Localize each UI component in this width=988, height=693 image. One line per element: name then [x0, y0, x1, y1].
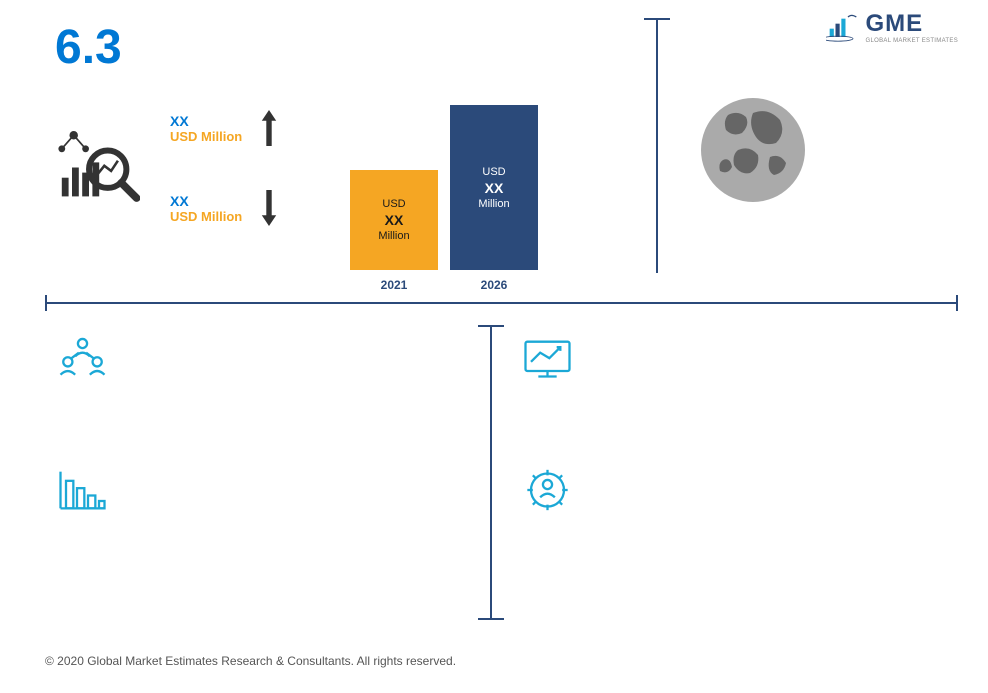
metric-up: XX USD Million — [170, 108, 278, 148]
logo-subtitle: GLOBAL MARKET ESTIMATES — [866, 38, 958, 44]
divider-mid-vertical — [490, 325, 492, 620]
bar-chart: USD XX Million 2021 USD XX Million 2026 — [350, 90, 570, 270]
bar-2026-million: Million — [478, 198, 509, 210]
bar-2021-usd: USD — [382, 198, 405, 210]
arrow-down-icon — [260, 188, 278, 228]
quadrant-top-right — [520, 335, 575, 385]
metric-down-usd: USD Million — [170, 209, 242, 224]
bar-2026-label: 2026 — [481, 278, 508, 292]
metric-up-xx: XX — [170, 113, 242, 129]
bar-2026-inner: USD XX Million — [450, 105, 538, 270]
quadrant-top-left — [55, 335, 110, 385]
bar-2021-label: 2021 — [381, 278, 408, 292]
bar-2026: USD XX Million 2026 — [450, 105, 538, 270]
bar-2021-inner: USD XX Million — [350, 170, 438, 270]
infographic-container: GME GLOBAL MARKET ESTIMATES 6.3 — [0, 0, 988, 693]
cagr-value: 6.3 — [55, 20, 122, 75]
analytics-icon — [55, 125, 140, 210]
metric-down-xx: XX — [170, 193, 242, 209]
bar-chart-icon — [55, 465, 110, 515]
globe-icon — [698, 95, 808, 205]
bar-2026-usd: USD — [482, 166, 505, 178]
divider-top-vertical — [656, 18, 658, 273]
metric-down: XX USD Million — [170, 188, 278, 228]
metric-up-usd: USD Million — [170, 129, 242, 144]
bar-2021-xx: XX — [385, 212, 404, 228]
copyright-text: © 2020 Global Market Estimates Research … — [45, 654, 456, 668]
divider-horizontal — [45, 302, 958, 304]
quadrant-bottom-left — [55, 465, 110, 515]
monitor-chart-icon — [520, 335, 575, 385]
bar-2021: USD XX Million 2021 — [350, 170, 438, 270]
arrow-up-icon — [260, 108, 278, 148]
logo-text: GME — [866, 10, 958, 38]
bar-2021-million: Million — [378, 230, 409, 242]
quadrant-bottom-right — [520, 465, 575, 515]
target-person-icon — [520, 465, 575, 515]
people-icon — [55, 335, 110, 385]
logo: GME GLOBAL MARKET ESTIMATES — [826, 10, 958, 44]
logo-icon — [826, 12, 860, 42]
bar-2026-xx: XX — [485, 180, 504, 196]
